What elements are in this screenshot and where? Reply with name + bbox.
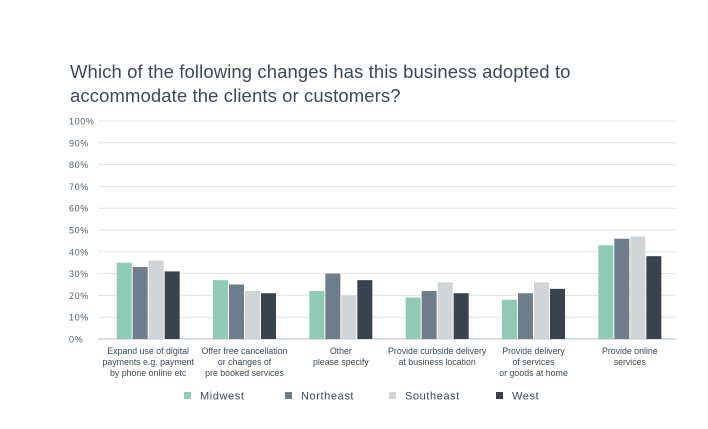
- y-tick-label: 60%: [69, 204, 89, 214]
- category-label: of services: [512, 357, 555, 367]
- y-tick-label: 30%: [69, 269, 89, 279]
- legend-swatch-southeast: [389, 392, 396, 399]
- category-label: Expand use of digital: [107, 346, 189, 356]
- legend-label-midwest: Midwest: [200, 391, 245, 403]
- bar-west-3: [453, 293, 469, 339]
- category-label: Offer free cancellation: [202, 346, 288, 356]
- category-label: pre booked services: [205, 368, 284, 378]
- bar-midwest-1: [213, 280, 228, 339]
- chart-title: Which of the following changes has this …: [70, 61, 571, 106]
- bar-midwest-4: [502, 299, 517, 339]
- bar-southeast-0: [148, 260, 164, 339]
- category-label: Provide curbside delivery: [388, 346, 487, 356]
- bar-northeast-4: [518, 293, 533, 339]
- bar-west-4: [550, 288, 565, 339]
- bar-west-0: [164, 271, 180, 339]
- bar-southeast-4: [534, 282, 549, 339]
- bar-northeast-2: [325, 273, 341, 339]
- bar-west-1: [261, 293, 276, 339]
- bar-southeast-5: [630, 236, 646, 339]
- bar-midwest-3: [405, 297, 421, 339]
- legend: Midwest Northeast Southeast West: [184, 391, 539, 403]
- legend-label-northeast: Northeast: [301, 391, 354, 403]
- y-tick-label: 90%: [69, 138, 89, 148]
- chart-title-line-1: accommodate the clients or customers?: [70, 85, 401, 106]
- bar-northeast-5: [614, 238, 630, 339]
- y-tick-label: 20%: [69, 291, 89, 301]
- category-label: payments e.g. payment: [102, 357, 194, 367]
- bar-midwest-2: [309, 291, 325, 339]
- category-label: or goods at home: [499, 368, 568, 378]
- bar-northeast-3: [421, 291, 437, 339]
- bar-southeast-1: [245, 291, 260, 339]
- category-label: Other: [330, 346, 352, 356]
- legend-swatch-west: [496, 392, 503, 399]
- bar-midwest-0: [116, 262, 132, 339]
- bar-west-2: [357, 280, 373, 339]
- y-tick-label: 100%: [69, 117, 94, 127]
- y-tick-label: 50%: [69, 226, 89, 236]
- bar-midwest-5: [598, 245, 614, 339]
- category-label: or changes of: [218, 357, 272, 367]
- category-label: at business location: [399, 357, 476, 367]
- y-tick-label: 0%: [69, 335, 83, 345]
- bar-northeast-1: [229, 284, 244, 339]
- legend-label-west: West: [512, 391, 539, 403]
- category-label: Provide delivery: [502, 346, 565, 356]
- category-label: services: [614, 357, 647, 367]
- y-tick-label: 10%: [69, 313, 89, 323]
- legend-swatch-northeast: [285, 392, 292, 399]
- category-label: Provide online: [602, 346, 658, 356]
- bar-southeast-2: [341, 295, 357, 339]
- y-axis-ticks: 0% 10% 20% 30% 40% 50% 60% 70% 80% 90% 100%: [69, 117, 94, 345]
- y-tick-label: 40%: [69, 247, 89, 257]
- bar-southeast-3: [437, 282, 453, 339]
- category-label: please specify: [313, 357, 369, 367]
- bar-northeast-0: [132, 267, 148, 339]
- bar-west-5: [646, 256, 662, 339]
- category-label: by phone online etc: [110, 368, 187, 378]
- bars: [116, 236, 662, 339]
- y-tick-label: 80%: [69, 160, 89, 170]
- y-tick-label: 70%: [69, 182, 89, 192]
- legend-swatch-midwest: [184, 392, 191, 399]
- gridlines: [98, 120, 676, 340]
- chart-title-line-0: Which of the following changes has this …: [70, 61, 571, 82]
- legend-label-southeast: Southeast: [405, 391, 460, 403]
